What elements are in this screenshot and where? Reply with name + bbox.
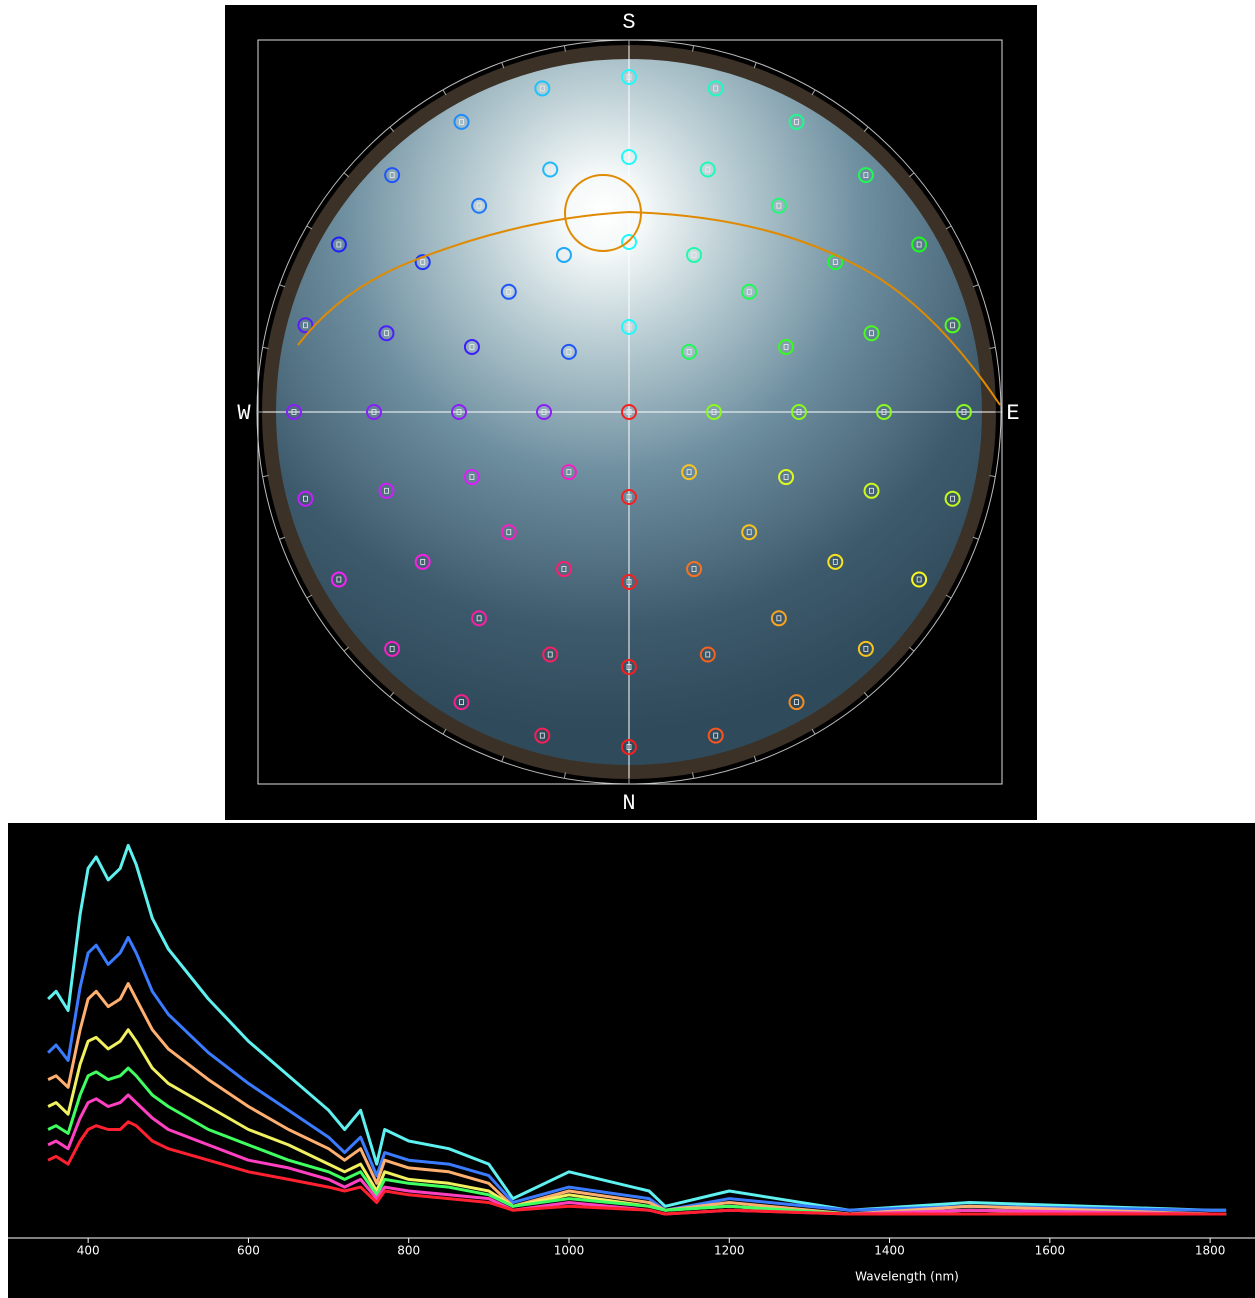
x-tick-label: 1600 xyxy=(1035,1244,1066,1258)
viewer: S N W E 400 600 800 1000 1200 1400 1600 1800 Wa… xyxy=(0,0,1255,1298)
x-tick-label: 1800 xyxy=(1195,1244,1226,1258)
compass-label: E xyxy=(1006,401,1019,426)
x-axis-label: Wavelength (nm) xyxy=(855,1270,959,1284)
x-tick-label: 1400 xyxy=(874,1244,905,1258)
spectrum-panel xyxy=(8,823,1255,1298)
x-tick-label: 1000 xyxy=(554,1244,585,1258)
x-tick-label: 600 xyxy=(237,1244,260,1258)
compass-label: N xyxy=(622,791,635,816)
compass-label: W xyxy=(237,401,251,426)
x-tick-label: 800 xyxy=(397,1244,420,1258)
x-tick-label: 1200 xyxy=(714,1244,745,1258)
compass-label: S xyxy=(622,10,635,35)
x-tick-label: 400 xyxy=(77,1244,100,1258)
